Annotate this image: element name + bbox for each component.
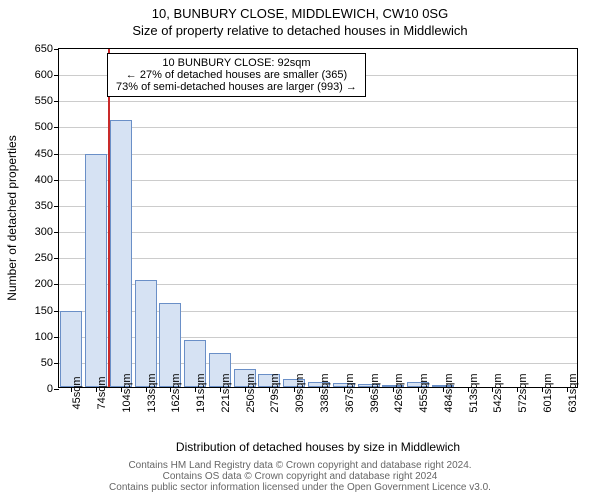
x-tick-label: 513sqm	[468, 373, 480, 412]
histogram-bar	[110, 120, 132, 387]
x-tick-label: 426sqm	[393, 373, 405, 412]
y-tick-mark	[54, 284, 59, 285]
y-tick-label: 650	[35, 43, 53, 55]
x-tick-label: 309sqm	[294, 373, 306, 412]
footer-line-2: Contains OS data © Crown copyright and d…	[0, 471, 600, 482]
y-tick-label: 600	[35, 69, 53, 81]
x-tick-label: 338sqm	[319, 373, 331, 412]
gridline	[59, 232, 577, 233]
x-tick-label: 631sqm	[567, 373, 579, 412]
annotation-line: ← 27% of detached houses are smaller (36…	[116, 69, 357, 81]
gridline	[59, 180, 577, 181]
x-tick-mark	[492, 387, 493, 392]
y-tick-label: 500	[35, 121, 53, 133]
property-marker-line	[108, 49, 110, 387]
x-tick-label: 396sqm	[369, 373, 381, 412]
y-tick-mark	[54, 258, 59, 259]
x-tick-label: 74sqm	[96, 376, 108, 409]
x-tick-label: 367sqm	[344, 373, 356, 412]
footer-line-1: Contains HM Land Registry data © Crown c…	[0, 460, 600, 471]
y-tick-mark	[54, 180, 59, 181]
x-tick-mark	[517, 387, 518, 392]
x-tick-mark	[195, 387, 196, 392]
annotation-line: 73% of semi-detached houses are larger (…	[116, 81, 357, 93]
y-tick-mark	[54, 75, 59, 76]
y-tick-mark	[54, 232, 59, 233]
x-tick-mark	[71, 387, 72, 392]
x-tick-label: 191sqm	[195, 373, 207, 412]
gridline	[59, 127, 577, 128]
y-tick-mark	[54, 363, 59, 364]
gridline	[59, 206, 577, 207]
x-tick-label: 572sqm	[517, 373, 529, 412]
footer-line-3: Contains public sector information licen…	[0, 482, 600, 493]
y-tick-mark	[54, 49, 59, 50]
x-tick-label: 133sqm	[146, 373, 158, 412]
histogram-bar	[85, 154, 107, 387]
y-tick-label: 400	[35, 174, 53, 186]
x-tick-mark	[418, 387, 419, 392]
x-tick-label: 279sqm	[269, 373, 281, 412]
annotation-box: 10 BUNBURY CLOSE: 92sqm← 27% of detached…	[107, 53, 366, 97]
x-tick-mark	[443, 387, 444, 392]
x-tick-mark	[96, 387, 97, 392]
x-tick-label: 45sqm	[71, 376, 83, 409]
x-tick-label: 250sqm	[245, 373, 257, 412]
x-tick-mark	[468, 387, 469, 392]
page-title-line2: Size of property relative to detached ho…	[0, 21, 600, 42]
y-tick-mark	[54, 389, 59, 390]
x-tick-mark	[344, 387, 345, 392]
x-tick-mark	[220, 387, 221, 392]
x-tick-mark	[319, 387, 320, 392]
y-tick-label: 0	[47, 383, 53, 395]
x-tick-label: 601sqm	[542, 373, 554, 412]
x-tick-label: 542sqm	[492, 373, 504, 412]
y-tick-mark	[54, 101, 59, 102]
x-tick-mark	[170, 387, 171, 392]
x-tick-mark	[567, 387, 568, 392]
x-tick-label: 484sqm	[443, 373, 455, 412]
gridline	[59, 154, 577, 155]
x-tick-label: 455sqm	[418, 373, 430, 412]
annotation-line: 10 BUNBURY CLOSE: 92sqm	[116, 57, 357, 69]
y-tick-label: 450	[35, 148, 53, 160]
histogram-bar	[135, 280, 157, 387]
y-tick-mark	[54, 337, 59, 338]
x-tick-mark	[393, 387, 394, 392]
gridline	[59, 101, 577, 102]
y-tick-label: 250	[35, 252, 53, 264]
x-tick-mark	[269, 387, 270, 392]
y-tick-label: 50	[41, 357, 53, 369]
y-tick-mark	[54, 154, 59, 155]
x-tick-mark	[294, 387, 295, 392]
y-tick-mark	[54, 206, 59, 207]
y-tick-label: 200	[35, 278, 53, 290]
y-tick-label: 350	[35, 200, 53, 212]
page-title-line1: 10, BUNBURY CLOSE, MIDDLEWICH, CW10 0SG	[0, 0, 600, 21]
x-tick-label: 104sqm	[121, 373, 133, 412]
y-axis-label: Number of detached properties	[5, 135, 19, 300]
x-tick-mark	[542, 387, 543, 392]
y-tick-label: 150	[35, 305, 53, 317]
footer-attribution: Contains HM Land Registry data © Crown c…	[0, 460, 600, 493]
x-tick-label: 162sqm	[170, 373, 182, 412]
x-axis-label: Distribution of detached houses by size …	[176, 440, 460, 454]
y-tick-label: 300	[35, 226, 53, 238]
x-tick-mark	[146, 387, 147, 392]
x-tick-mark	[245, 387, 246, 392]
x-tick-label: 221sqm	[220, 373, 232, 412]
x-tick-mark	[369, 387, 370, 392]
y-tick-label: 550	[35, 95, 53, 107]
y-tick-mark	[54, 311, 59, 312]
gridline	[59, 258, 577, 259]
y-tick-label: 100	[35, 331, 53, 343]
y-tick-mark	[54, 127, 59, 128]
histogram-chart: 0501001502002503003504004505005506006504…	[58, 48, 578, 388]
x-tick-mark	[121, 387, 122, 392]
